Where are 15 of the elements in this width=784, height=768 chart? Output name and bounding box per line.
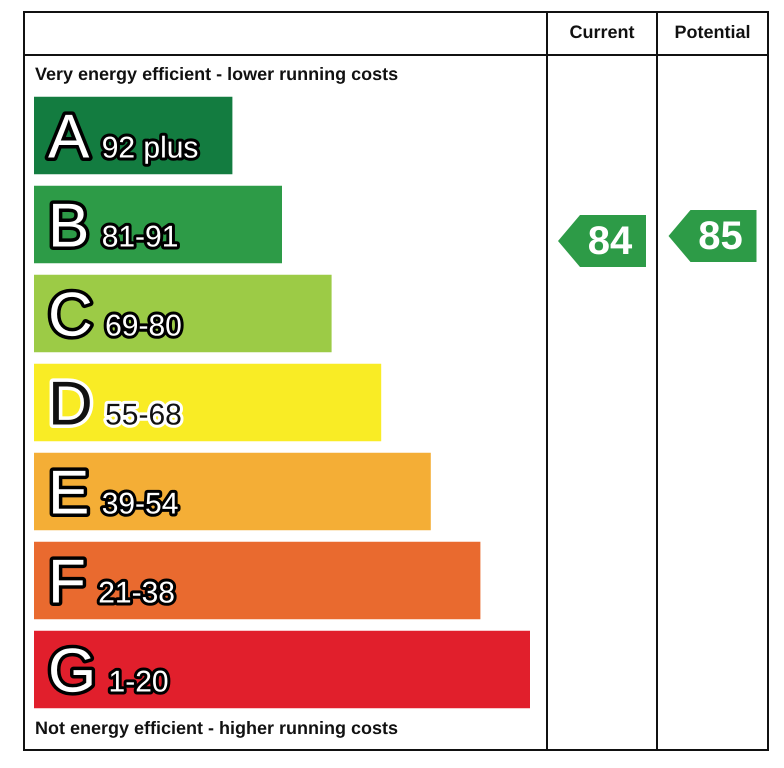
text: 84 <box>588 219 633 264</box>
bar <box>34 542 480 620</box>
text: Not energy efficient - higher running costs <box>35 718 398 738</box>
y-tick-label: F 21-38 <box>48 548 175 616</box>
y-tick-label: C 69-80 <box>48 280 182 350</box>
text: Current <box>569 22 635 42</box>
bar <box>34 630 530 708</box>
chart-title: Very energy efficient - lower running costs <box>35 64 398 84</box>
y-tick-label: E 39-54 <box>48 458 178 528</box>
y-tick-label: B 81-91 <box>48 192 178 260</box>
y-tick-label: G 1-20 <box>48 636 169 706</box>
y-tick-label: A 92 plus <box>48 102 198 172</box>
y-tick-label: D 55-68 <box>48 370 182 438</box>
text: 85 <box>698 214 743 258</box>
text: Potential <box>674 22 751 42</box>
